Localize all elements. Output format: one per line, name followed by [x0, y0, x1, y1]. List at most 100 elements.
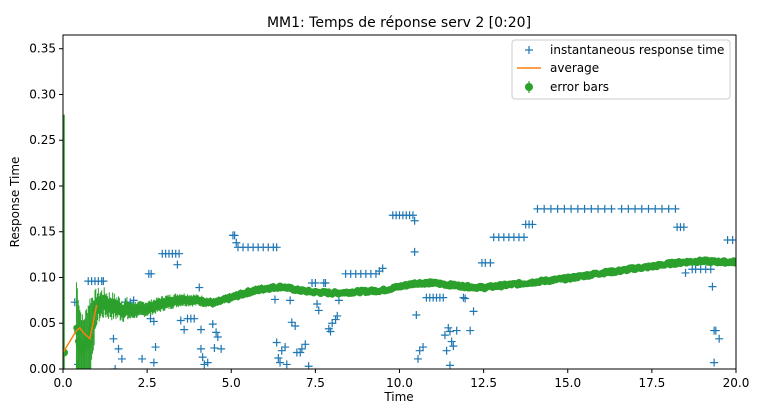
x-tick-label: 0.0: [53, 376, 72, 390]
legend-label-error-bars: error bars: [550, 80, 609, 94]
scatter-point: [176, 316, 185, 325]
scatter-point: [486, 258, 495, 267]
scatter-point: [573, 204, 582, 213]
scatter-point: [378, 264, 387, 273]
scatter-point: [440, 331, 449, 340]
scatter-point: [109, 334, 118, 343]
scatter-point: [419, 343, 428, 352]
scatter-point: [111, 365, 120, 369]
legend-item-average: average: [517, 61, 599, 75]
y-tick-label: 0.25: [29, 133, 56, 147]
scatter-point: [195, 283, 204, 292]
scatter-point: [138, 354, 147, 363]
x-tick-label: 10.0: [386, 376, 413, 390]
scatter-point: [520, 233, 529, 242]
scatter-point: [715, 334, 724, 343]
scatter-point: [631, 204, 640, 213]
scatter-point: [459, 293, 468, 302]
scatter-point: [408, 211, 417, 220]
scatter-point: [129, 296, 138, 305]
x-axis: 0.0 2.5 5.0 7.5 10.0 12.5 15.0 17.5 20.0: [53, 369, 749, 390]
x-tick-label: 15.0: [554, 376, 581, 390]
legend-plus-marker: [525, 46, 533, 54]
scatter-point: [607, 204, 616, 213]
y-tick-label: 0.15: [29, 225, 56, 239]
scatter-point: [117, 354, 126, 363]
scatter-point: [708, 282, 717, 291]
scatter-point: [173, 260, 182, 269]
scatter-point: [274, 354, 283, 363]
legend-label-average: average: [550, 61, 599, 75]
scatter-point: [466, 326, 475, 335]
legend-box: [511, 39, 731, 100]
scatter-point: [213, 332, 222, 341]
scatter-point: [180, 325, 189, 334]
scatter-point: [196, 325, 205, 334]
scatter-point: [282, 360, 291, 369]
scatter-point: [99, 277, 108, 286]
y-tick-label: 0.00: [29, 362, 56, 376]
scatter-point: [444, 323, 453, 332]
scatter-point: [637, 204, 646, 213]
scatter-point: [147, 269, 156, 278]
scatter-point: [314, 306, 323, 315]
scatter-point: [281, 343, 290, 352]
scatter-point: [651, 204, 660, 213]
scatter-point: [311, 278, 320, 287]
scatter-point: [681, 268, 690, 277]
scatter-point: [277, 346, 286, 355]
legend-label-instantaneous: instantaneous response time: [550, 43, 724, 57]
scatter-point: [600, 204, 609, 213]
scatter-point: [313, 300, 322, 309]
scatter-point: [580, 204, 589, 213]
scatter-point: [567, 204, 576, 213]
scatter-point: [270, 295, 279, 304]
scatter-point: [617, 204, 626, 213]
scatter-point: [272, 338, 281, 347]
scatter-point: [149, 317, 158, 326]
scatter-point: [442, 346, 451, 355]
scatter-point: [297, 344, 306, 353]
scatter-point: [272, 243, 281, 252]
scatter-point: [671, 204, 680, 213]
scatter-point: [334, 296, 343, 305]
scatter-point: [149, 358, 158, 367]
y-tick-label: 0.35: [29, 42, 56, 56]
legend-item-instantaneous: instantaneous response time: [525, 43, 724, 57]
scatter-point: [321, 278, 330, 287]
scatter-point: [711, 326, 720, 335]
average-line: [63, 304, 98, 353]
scatter-point: [190, 314, 199, 323]
scatter-point: [528, 220, 537, 229]
x-tick-label: 12.5: [470, 376, 497, 390]
scatter-point: [445, 361, 454, 369]
x-axis-label: Time: [383, 390, 413, 404]
scatter-point: [196, 344, 205, 353]
plot-area: [63, 114, 736, 369]
scatter-point: [232, 238, 241, 247]
scatter-point: [203, 358, 212, 367]
scatter-point: [679, 223, 688, 232]
scatter-point: [151, 343, 160, 352]
scatter-point: [560, 204, 569, 213]
scatter-point: [217, 344, 226, 353]
scatter-point: [594, 204, 603, 213]
scatter-point: [410, 247, 419, 256]
y-tick-label: 0.05: [29, 316, 56, 330]
scatter-point: [445, 327, 454, 336]
scatter-point: [331, 315, 340, 324]
x-tick-label: 17.5: [639, 376, 666, 390]
scatter-point: [644, 204, 653, 213]
scatter-point: [208, 320, 217, 329]
scatter-point: [291, 321, 300, 330]
scatter-point: [333, 311, 342, 320]
scatter-point: [624, 204, 633, 213]
scatter-point: [326, 327, 335, 336]
scatter-point: [546, 204, 555, 213]
scatter-point: [301, 340, 310, 349]
legend: instantaneous response time average erro…: [511, 39, 731, 100]
scatter-point: [469, 307, 478, 316]
scatter-point: [286, 296, 295, 305]
scatter-point: [230, 231, 239, 240]
